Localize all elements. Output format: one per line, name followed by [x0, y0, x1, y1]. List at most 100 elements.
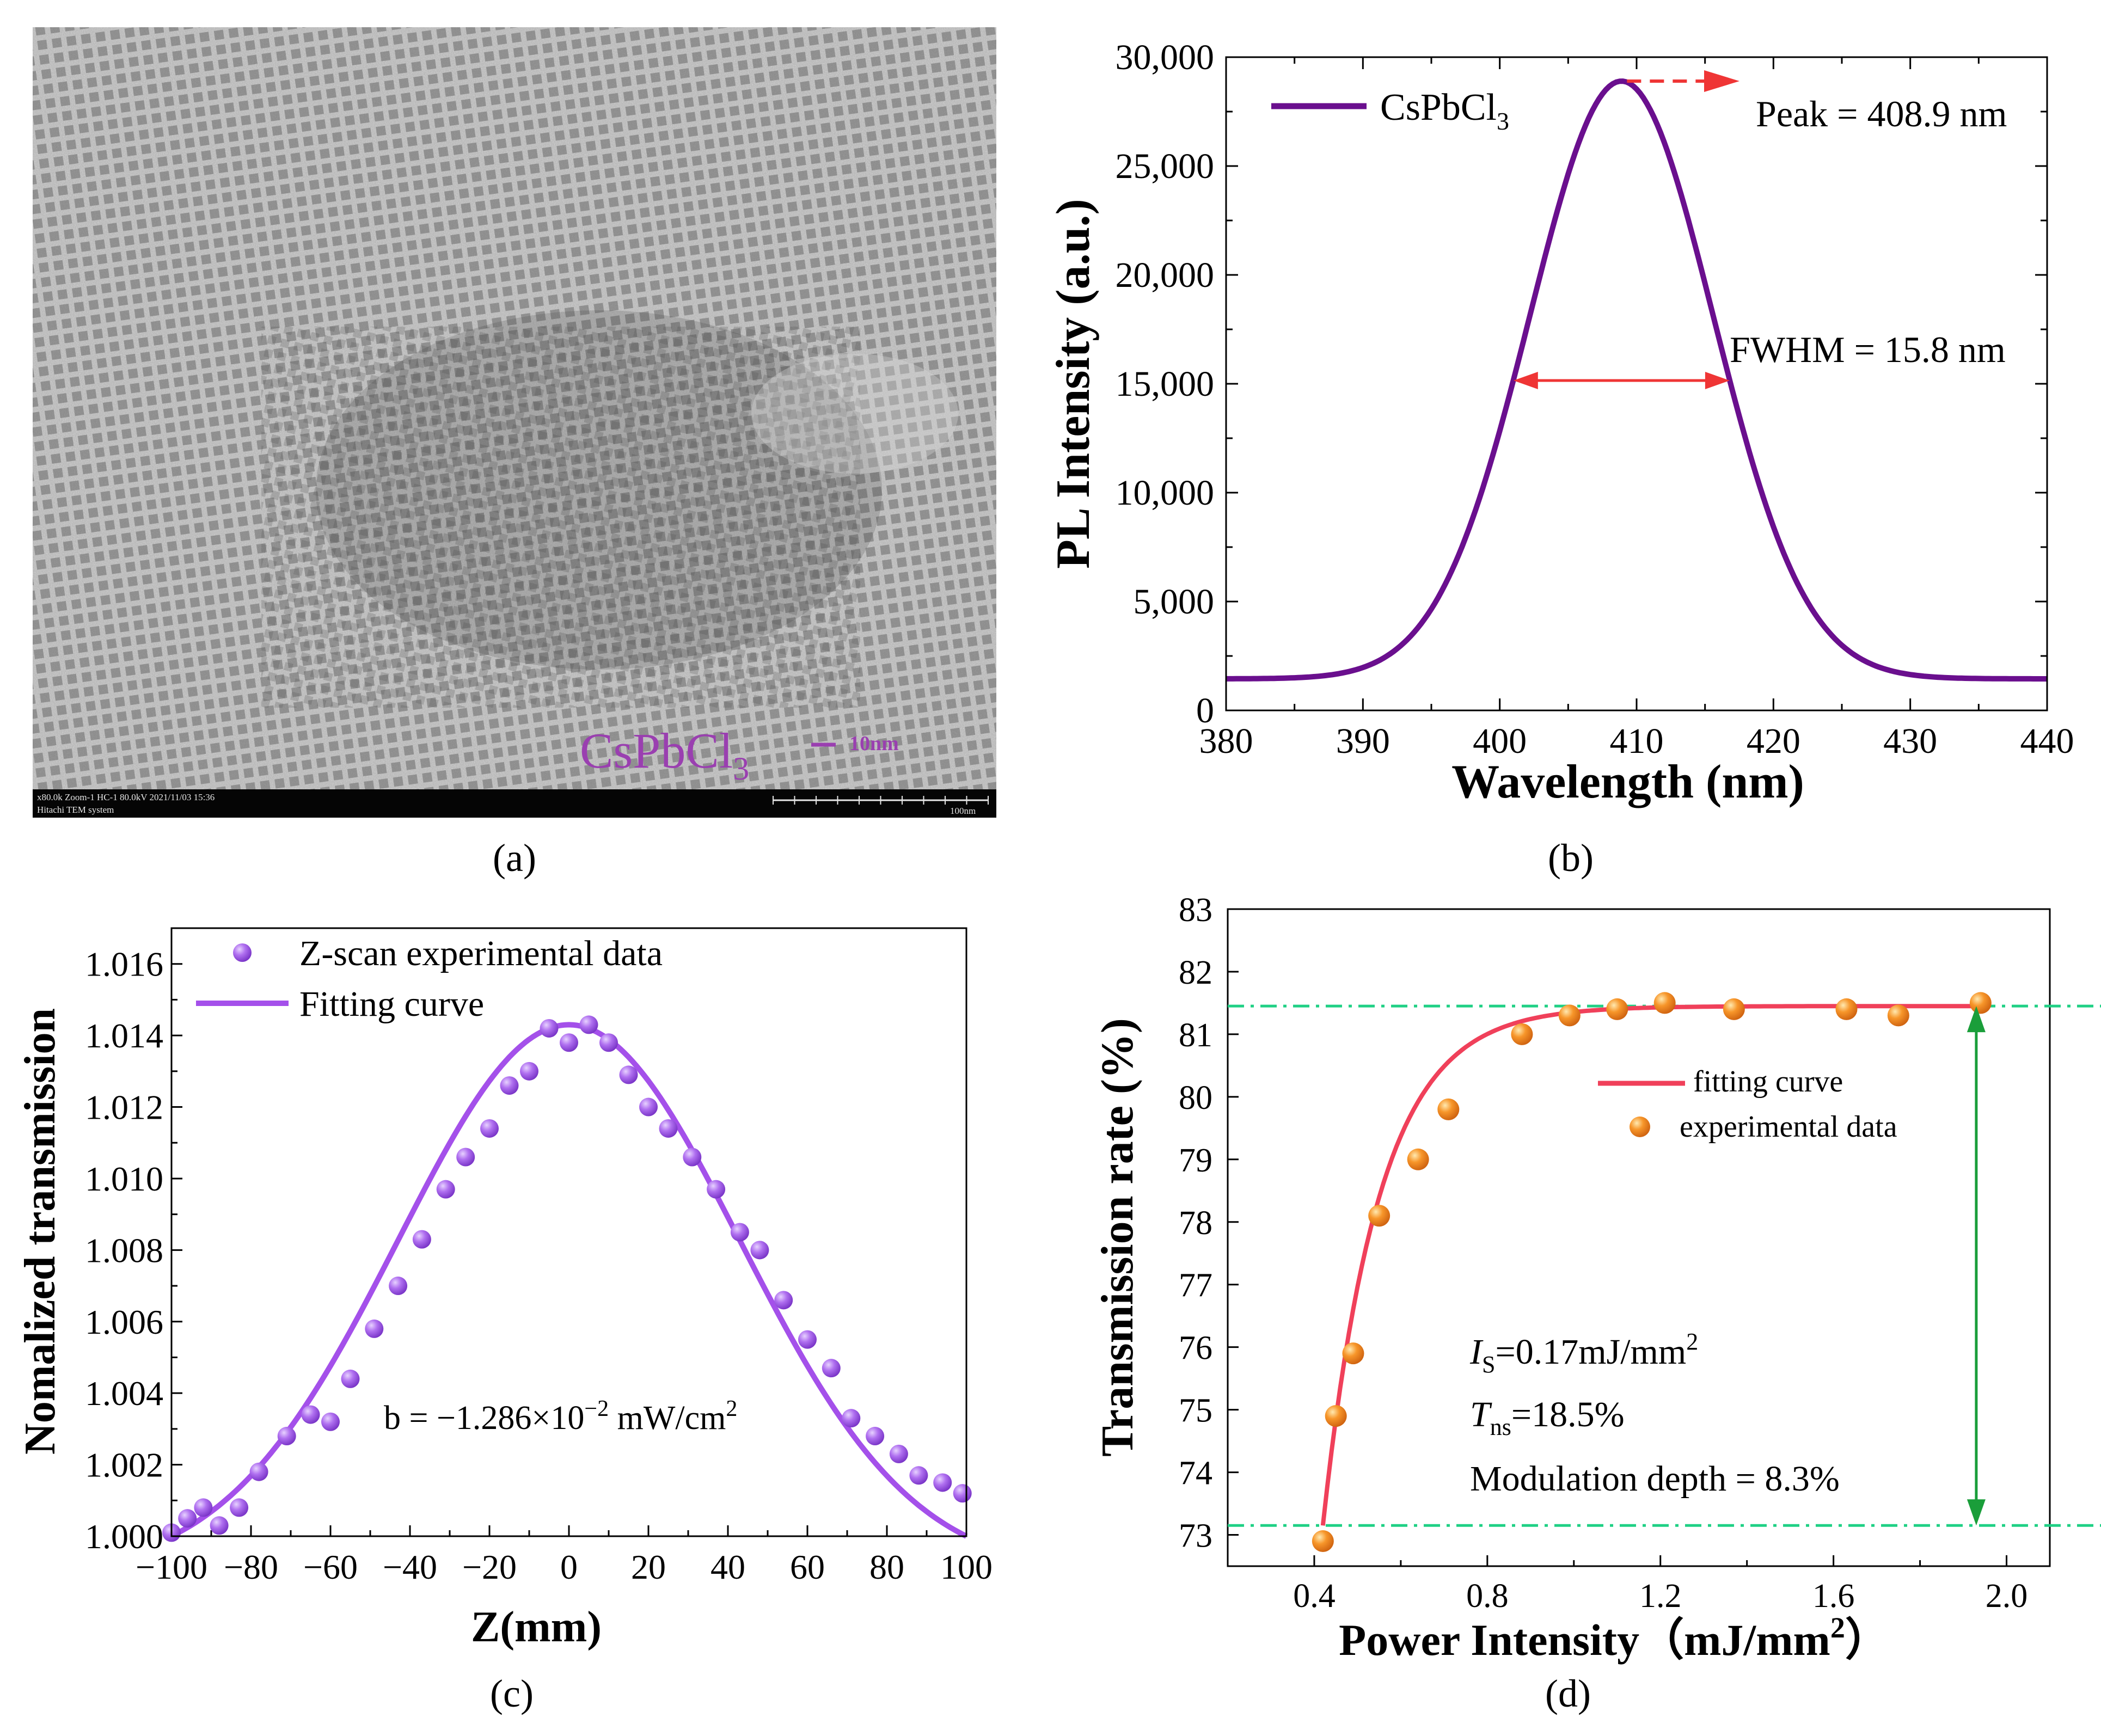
z-scan-data-point [412, 1230, 431, 1249]
transmission-fitting-curve [1320, 1004, 1981, 1526]
tem-info-line-1: x80.0k Zoom-1 HC-1 80.0kV 2021/11/03 15:… [37, 792, 215, 802]
pl-spectrum-chart: 380 390 400 410 420 430 440 0 5,000 10,000 15,000 2… [1047, 38, 2074, 808]
transmission-legend-data: experimental data [1680, 1110, 1897, 1144]
z-scan-plot-frame [170, 927, 967, 1537]
transmission-modulation-annotation: Modulation depth = 8.3% [1470, 1459, 1840, 1499]
pl-xlabel: Wavelength (nm) [1451, 756, 1804, 808]
pl-fwhm-arrowhead-right [1705, 372, 1730, 389]
z-scan-ytick-label: 1.010 [85, 1160, 163, 1198]
z-scan-data-point [599, 1033, 618, 1052]
caption-a: (a) [493, 836, 536, 880]
z-scan-legend-data: Z-scan experimental data [299, 934, 663, 973]
z-scan-xtick-label: −100 [136, 1548, 207, 1586]
transmission-is-annotation: IS=0.17mJ/mm2 [1469, 1328, 1698, 1378]
z-scan-data-point [889, 1444, 908, 1463]
z-scan-data-point [277, 1427, 296, 1446]
pl-plot-frame [1225, 56, 2048, 711]
tem-info-line-2: Hitachi TEM system [37, 805, 114, 815]
pl-xtick-label: 400 [1473, 721, 1527, 761]
z-scan-data-point [540, 1019, 559, 1038]
transmission-xlabel: Power Intensity（mJ/mm2） [1339, 1611, 1890, 1665]
transmission-ytick-label: 74 [1179, 1455, 1212, 1492]
z-scan-xlabel: Z(mm) [471, 1603, 602, 1651]
z-scan-annotation: b = −1.286×10−2 mW/cm2 [384, 1396, 737, 1437]
z-scan-data-point [798, 1330, 817, 1349]
pl-ytick-label: 20,000 [1116, 255, 1215, 295]
pl-xtick-label: 430 [1883, 721, 1937, 761]
z-scan-xtick-label: 60 [790, 1548, 825, 1586]
transmission-chart: 0.4 0.8 1.2 1.6 2.0 73 74 75 76 77 78 79 80 81 82 83 Tr… [1092, 892, 2101, 1665]
tem-info-scale-label: 100nm [950, 806, 976, 816]
caption-b: (b) [1548, 836, 1594, 880]
transmission-ytick-label: 73 [1179, 1518, 1212, 1555]
pl-spectrum-line [1226, 78, 2047, 682]
z-scan-legend-fit: Fitting curve [299, 984, 484, 1024]
z-scan-ytick-label: 1.000 [85, 1517, 163, 1556]
pl-peak-annotation: Peak = 408.9 nm [1756, 93, 2007, 134]
transmission-depth-arrowhead-bottom [1967, 1499, 1986, 1526]
transmission-legend-fit: fitting curve [1693, 1065, 1843, 1099]
tem-dark-region [316, 310, 882, 670]
transmission-ytick-label: 75 [1179, 1393, 1212, 1430]
pl-peak-arrowhead [1704, 70, 1739, 92]
z-scan-data-point [866, 1427, 885, 1446]
z-scan-data-point [341, 1369, 360, 1388]
z-scan-data-point [683, 1148, 702, 1167]
tem-nanocube-lattice-2 [261, 327, 860, 708]
z-scan-data-point [178, 1509, 197, 1528]
z-scan-xtick-label: −40 [383, 1548, 437, 1586]
z-scan-xtick-label: −60 [303, 1548, 358, 1586]
z-scan-data-point [730, 1223, 749, 1242]
tem-light-region [751, 354, 958, 474]
transmission-xtick-label: 1.6 [1812, 1578, 1855, 1615]
transmission-xtick-label: 0.8 [1466, 1578, 1509, 1615]
z-scan-chart: −100 −80 −60 −40 −20 0 20 40 60 80 100 1.000 1.002 1.… [16, 927, 993, 1651]
z-scan-data-point [639, 1097, 658, 1117]
z-scan-xtick-label: 100 [940, 1548, 993, 1586]
tem-sample-label: CsPbCl3 [580, 723, 749, 787]
pl-ytick-label: 25,000 [1116, 146, 1215, 186]
z-scan-legend-marker [233, 943, 252, 962]
z-scan-xtick-label: 80 [869, 1548, 904, 1586]
z-scan-data-point [194, 1498, 213, 1517]
z-scan-data-point [520, 1062, 538, 1081]
pl-ytick-label: 15,000 [1116, 364, 1215, 404]
transmission-ytick-label: 76 [1179, 1330, 1212, 1367]
z-scan-xtick-label: 20 [631, 1548, 666, 1586]
z-scan-fitting-curve [170, 1022, 968, 1539]
transmission-ytick-label: 77 [1179, 1267, 1212, 1304]
pl-xtick-label: 410 [1610, 721, 1664, 761]
z-scan-ytick-label: 1.012 [85, 1088, 163, 1127]
pl-ytick-label: 0 [1196, 691, 1214, 731]
z-scan-data-point [480, 1119, 499, 1138]
z-scan-data-point [456, 1148, 475, 1167]
z-scan-ytick-label: 1.016 [85, 945, 163, 984]
z-scan-data-point [500, 1076, 519, 1095]
z-scan-data-point [842, 1409, 861, 1428]
z-scan-data-point [953, 1484, 972, 1503]
z-scan-xtick-label: 0 [560, 1548, 578, 1586]
z-scan-data-point [249, 1462, 268, 1481]
transmission-data-point [1312, 1530, 1334, 1553]
transmission-ytick-label: 83 [1179, 892, 1212, 929]
z-scan-data-point [210, 1516, 229, 1535]
transmission-data-point [1368, 1205, 1391, 1227]
pl-ytick-label: 10,000 [1116, 473, 1215, 513]
z-scan-data-point [365, 1319, 384, 1338]
z-scan-data-point [659, 1119, 678, 1138]
z-scan-data-point [436, 1180, 455, 1199]
z-scan-data-point [301, 1405, 320, 1424]
z-scan-ytick-label: 1.004 [85, 1374, 163, 1413]
transmission-data-point [1887, 1004, 1909, 1027]
z-scan-xtick-label: 40 [710, 1548, 745, 1586]
transmission-tns-annotation: Tns=18.5% [1470, 1395, 1625, 1440]
transmission-ytick-label: 81 [1179, 1017, 1212, 1054]
pl-fwhm-arrowhead-left [1513, 372, 1538, 389]
transmission-data-point [1606, 998, 1628, 1020]
pl-fwhm-annotation: FWHM = 15.8 nm [1730, 329, 2006, 370]
transmission-xtick-label: 1.2 [1639, 1578, 1682, 1615]
z-scan-data-point [321, 1412, 340, 1431]
transmission-ytick-label: 79 [1179, 1142, 1212, 1179]
transmission-data-point [1407, 1148, 1429, 1170]
